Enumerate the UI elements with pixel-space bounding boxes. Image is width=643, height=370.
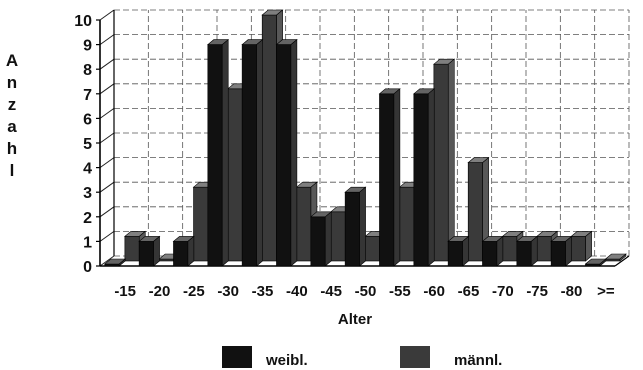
bar-weibl [584,258,607,267]
y-tick-label: 1 [83,234,92,251]
x-tick-label: -45 [320,283,342,300]
y-tick-label: 4 [83,161,92,178]
x-tick-label: -70 [492,283,514,300]
bar-weibl [515,235,539,267]
x-tick-label: >= [597,283,615,300]
bar-weibl [206,38,230,267]
bar-weibl [378,88,401,267]
y-tick-label: 7 [83,87,92,104]
y-tick-label: 3 [83,185,92,202]
x-axis-ticks: -15 -20 -25 -30 -35 -40 -45 -50 -55 -60 -65 -70 -75-… [114,283,615,300]
x-axis-label: Alter [338,311,372,328]
grid-line-left-wall [99,58,115,70]
bar-weibl [241,38,264,267]
x-tick-label: -55 [389,283,411,300]
legend-swatch-weibl [222,346,252,368]
x-tick-label: -75 [526,283,548,300]
bar-weibl [275,38,298,267]
x-tick-label: -30 [217,283,239,300]
bar-maennl [604,253,627,262]
x-tick-label: -65 [458,283,480,300]
x-tick-label: -80 [561,283,583,300]
bar-weibl [138,235,161,267]
grid-line-left-wall [99,9,115,21]
legend: weibl. männl. [222,346,502,369]
bar-weibl [481,235,504,267]
y-tick-label: 9 [83,38,92,55]
chart-bars [103,9,627,267]
grid-line-left-wall [99,34,115,46]
grid-line-left-wall [99,230,115,242]
floor-edge [614,255,630,267]
bar-weibl [412,88,436,267]
x-tick-label: -40 [286,283,308,300]
y-tick-label: 2 [83,210,92,227]
y-tick-label: 6 [83,111,92,128]
x-tick-label: -50 [355,283,377,300]
grid-line-left-wall [99,255,115,267]
grid-line-left-wall [99,206,115,218]
bar-maennl [433,58,456,262]
x-tick-label: -15 [114,283,136,300]
bar-maennl [467,156,490,262]
bar-maennl [570,230,593,262]
bar-weibl [550,235,573,267]
y-tick-label: 0 [83,259,92,276]
legend-label-maennl: männl. [454,352,502,369]
bar-weibl [103,258,127,267]
bar-weibl [172,235,195,267]
legend-label-weibl: weibl. [265,352,308,369]
y-tick-label: 8 [83,62,92,79]
bar-weibl [344,186,367,267]
bar-weibl [447,235,470,267]
legend-swatch-maennl [400,346,430,368]
grid-line-left-wall [99,107,115,119]
y-tick-label: 5 [83,136,92,153]
grid-line-left-wall [99,83,115,95]
grid-line-left-wall [99,181,115,193]
x-tick-label: -35 [252,283,274,300]
y-axis-ticks: 0 1 2 3 4 5 6 7 8 9 10 [74,13,100,276]
grid-line-left-wall [99,157,115,169]
x-tick-label: -25 [183,283,205,300]
grid-line-left-wall [99,132,115,144]
bar-weibl [309,211,333,267]
y-tick-label: 10 [74,13,92,30]
x-tick-label: -60 [423,283,445,300]
x-tick-label: -20 [149,283,171,300]
